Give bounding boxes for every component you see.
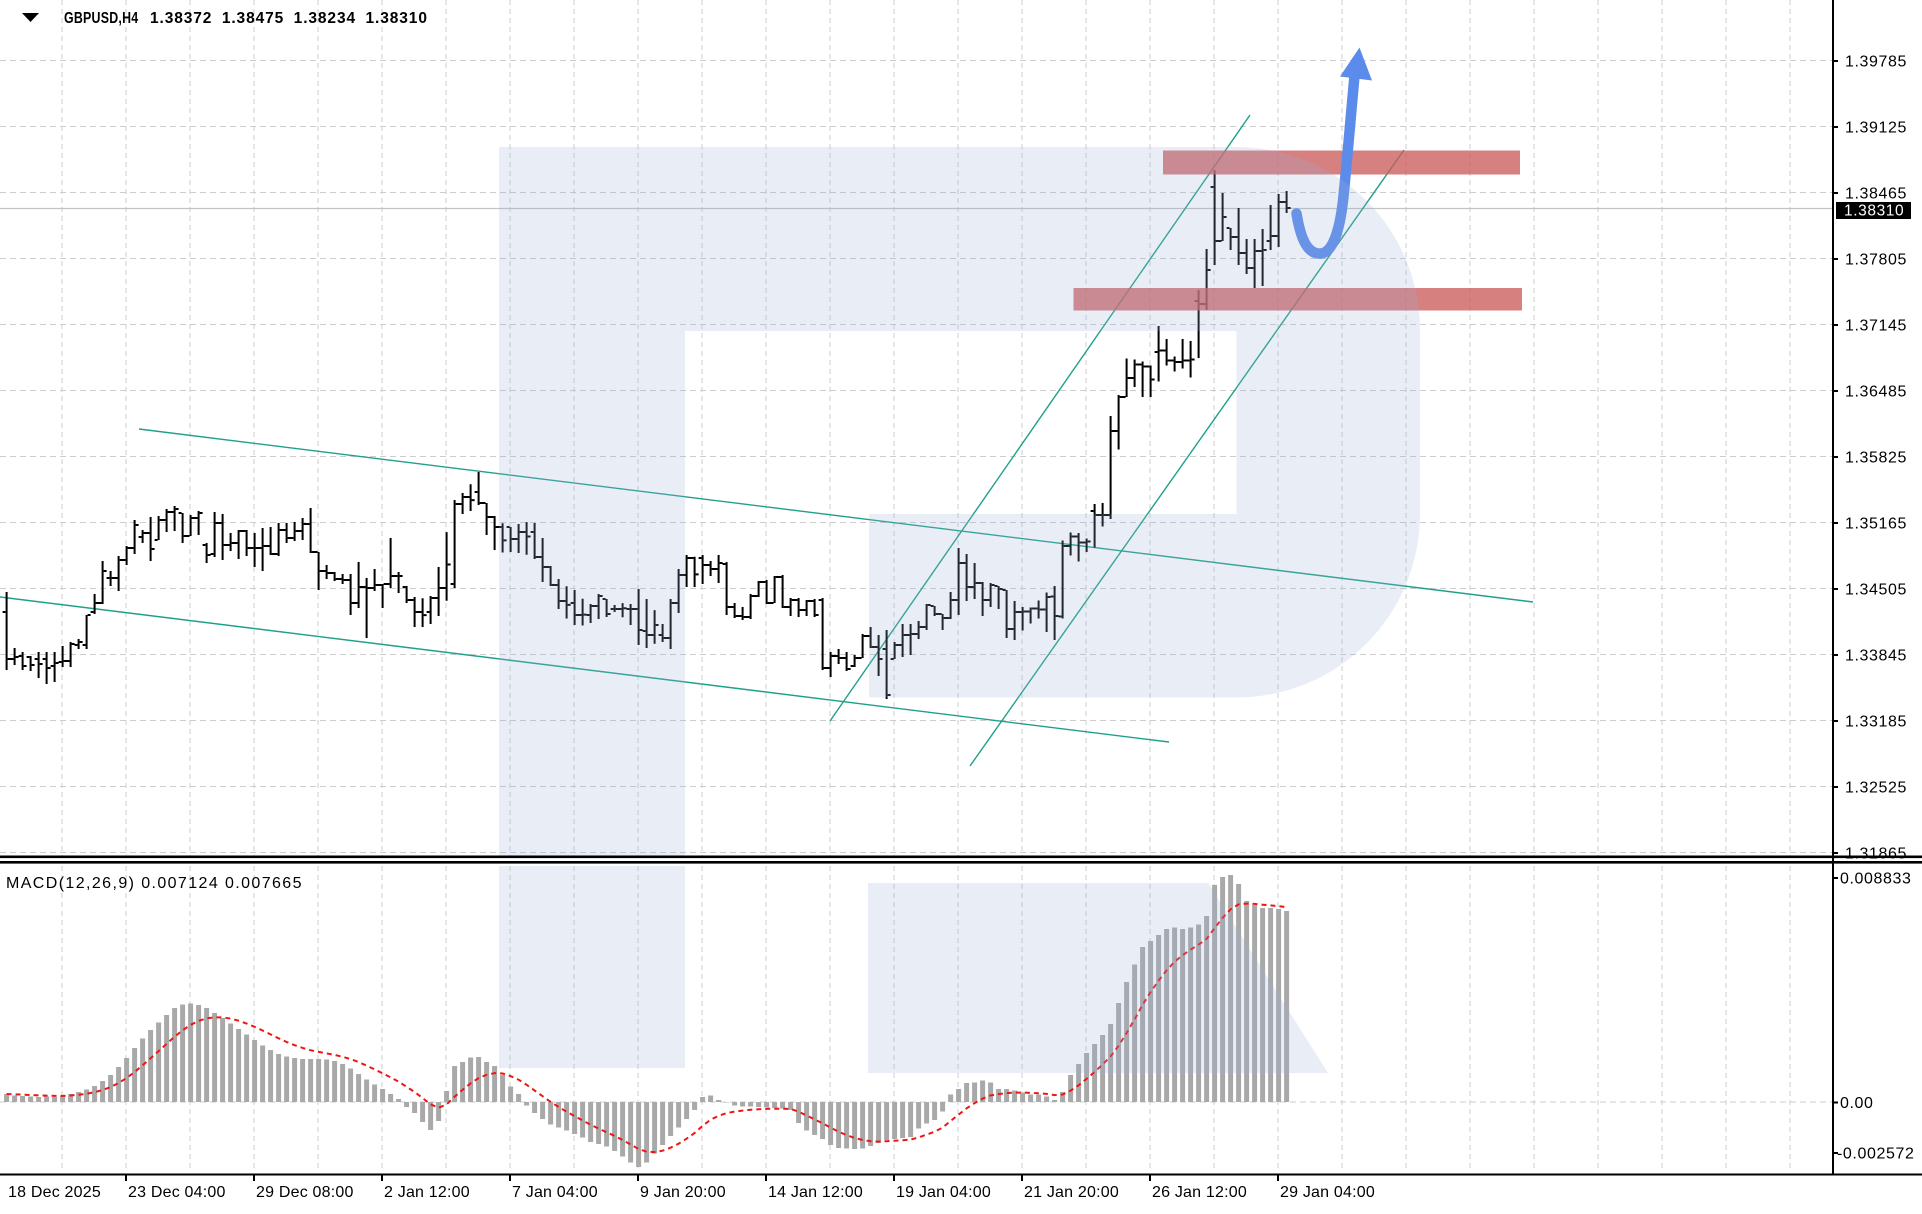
svg-text:1.37805: 1.37805 [1845,252,1907,269]
svg-text:2 Jan 12:00: 2 Jan 12:00 [384,1184,470,1201]
svg-text:GBPUSD,H4: GBPUSD,H4 [64,9,138,27]
svg-text:26 Jan 12:00: 26 Jan 12:00 [1152,1184,1247,1201]
svg-text:29 Dec 08:00: 29 Dec 08:00 [256,1184,354,1201]
svg-text:1.38372 1.38475 1.38234 1.3831: 1.38372 1.38475 1.38234 1.38310 [150,10,428,27]
svg-text:1.33185: 1.33185 [1845,714,1907,731]
svg-text:1.33845: 1.33845 [1845,648,1907,665]
svg-text:1.35825: 1.35825 [1845,450,1907,467]
svg-text:23 Dec 04:00: 23 Dec 04:00 [128,1184,226,1201]
svg-text:9 Jan 20:00: 9 Jan 20:00 [640,1184,726,1201]
svg-text:0.008833: 0.008833 [1840,871,1912,888]
svg-text:1.39785: 1.39785 [1845,54,1907,71]
svg-text:29 Jan 04:00: 29 Jan 04:00 [1280,1184,1375,1201]
svg-text:1.32525: 1.32525 [1845,780,1907,797]
svg-text:21 Jan 20:00: 21 Jan 20:00 [1024,1184,1119,1201]
svg-text:MACD(12,26,9) 0.007124 0.00766: MACD(12,26,9) 0.007124 0.007665 [6,875,303,892]
svg-text:1.36485: 1.36485 [1845,384,1907,401]
svg-text:1.34505: 1.34505 [1845,582,1907,599]
svg-text:0.00: 0.00 [1840,1095,1874,1112]
svg-text:7 Jan 04:00: 7 Jan 04:00 [512,1184,598,1201]
svg-text:18 Dec 2025: 18 Dec 2025 [8,1184,101,1201]
svg-text:14 Jan 12:00: 14 Jan 12:00 [768,1184,863,1201]
svg-text:-0.002572: -0.002572 [1837,1146,1914,1163]
svg-text:1.35165: 1.35165 [1845,516,1907,533]
svg-text:19 Jan 04:00: 19 Jan 04:00 [896,1184,991,1201]
svg-text:1.31865: 1.31865 [1845,846,1907,863]
svg-text:1.38465: 1.38465 [1845,186,1907,203]
svg-text:1.38310: 1.38310 [1844,203,1904,220]
svg-text:1.39125: 1.39125 [1845,120,1907,137]
svg-text:1.37145: 1.37145 [1845,318,1907,335]
